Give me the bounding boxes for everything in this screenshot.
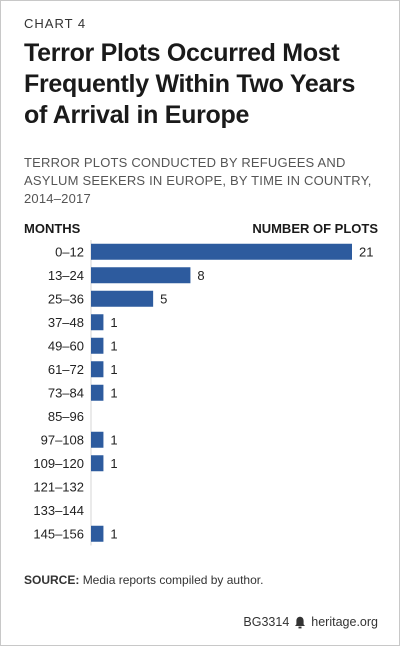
bar-value-label: 1 — [110, 385, 117, 400]
chart-kicker: CHART 4 — [24, 16, 87, 31]
category-label: 133–144 — [33, 503, 84, 518]
bar-value-label: 21 — [359, 244, 373, 259]
bar — [91, 267, 191, 284]
category-label: 61–72 — [48, 362, 84, 377]
x-axis-label: NUMBER OF PLOTS — [252, 221, 378, 236]
bar-value-label: 1 — [110, 432, 117, 447]
y-axis-label: MONTHS — [24, 221, 81, 236]
source-label: SOURCE: — [24, 573, 80, 587]
bell-icon — [295, 616, 306, 628]
bar — [91, 290, 154, 307]
bar — [91, 243, 352, 260]
category-label: 97–108 — [41, 432, 84, 447]
site-link[interactable]: heritage.org — [311, 615, 378, 629]
category-label: 121–132 — [33, 479, 84, 494]
bar — [91, 384, 104, 401]
category-label: 25–36 — [48, 291, 84, 306]
bar-value-label: 1 — [110, 362, 117, 377]
category-label: 73–84 — [48, 385, 84, 400]
bar — [91, 455, 104, 472]
bar-value-label: 8 — [197, 268, 204, 283]
category-label: 13–24 — [48, 268, 84, 283]
category-label: 49–60 — [48, 338, 84, 353]
bar-value-label: 5 — [160, 291, 167, 306]
bar — [91, 525, 104, 542]
bar — [91, 337, 104, 354]
source-note: SOURCE: Media reports compiled by author… — [24, 573, 263, 587]
chart-title: Terror Plots Occurred Most Frequently Wi… — [24, 39, 356, 129]
bar-value-label: 1 — [110, 526, 117, 541]
category-label: 109–120 — [33, 456, 84, 471]
bar — [91, 314, 104, 331]
footer: BG3314 heritage.org — [243, 615, 378, 629]
category-label: 85–96 — [48, 409, 84, 424]
chart-subtitle: TERROR PLOTS CONDUCTED BY REFUGEES AND A… — [24, 155, 372, 206]
report-code: BG3314 — [243, 615, 290, 629]
bar-value-label: 1 — [110, 456, 117, 471]
bar-value-label: 1 — [110, 338, 117, 353]
category-label: 37–48 — [48, 315, 84, 330]
category-label: 0–12 — [55, 244, 84, 259]
bar — [91, 431, 104, 448]
bar-value-label: 1 — [110, 315, 117, 330]
source-text: Media reports compiled by author. — [82, 573, 264, 587]
category-label: 145–156 — [33, 526, 84, 541]
bar — [91, 361, 104, 378]
